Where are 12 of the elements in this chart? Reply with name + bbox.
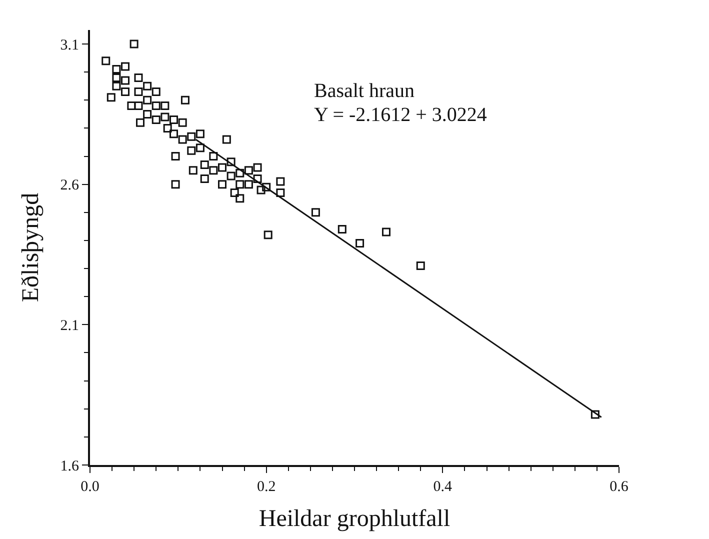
x-tick-label: 0.6 <box>610 479 629 495</box>
y-tick-label: 2.6 <box>60 178 80 194</box>
y-tick-label: 2.1 <box>60 318 79 334</box>
x-axis-title: Heildar grophlutfall <box>258 506 450 532</box>
x-tick-label: 0.4 <box>433 479 453 495</box>
y-axis-title: Eðlisþyngd <box>18 192 44 302</box>
x-tick-label: 0.2 <box>256 479 276 495</box>
annotation: Basalt hraun <box>314 80 415 102</box>
x-tick-label: 0.0 <box>80 479 100 495</box>
annotation: Y = -2.1612 + 3.0224 <box>314 104 487 126</box>
y-tick-label: 1.6 <box>60 458 80 474</box>
y-tick-label: 3.1 <box>60 37 79 54</box>
